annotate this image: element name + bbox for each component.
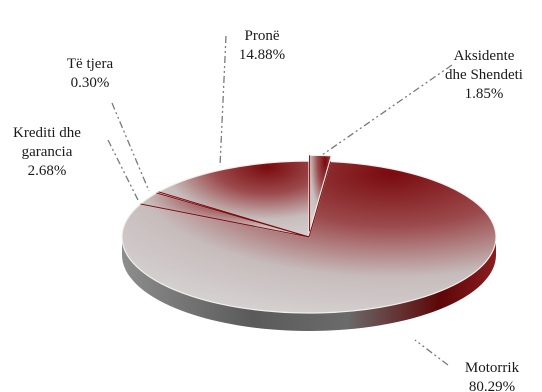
leader-line-motorrik (414, 339, 449, 366)
name-label-krediti-dhe-garancia: garancia (22, 144, 73, 160)
pie-slice-prone (157, 160, 310, 238)
name-label-krediti-dhe-garancia: Krediti dhe (13, 125, 81, 141)
leader-line-te-tjera (111, 102, 150, 192)
leader-line-group (107, 35, 453, 366)
leader-line-prone (219, 35, 227, 167)
pie-slice-edge-motorrik (308, 161, 332, 238)
name-label-aksidente-dhe-shendeti: Aksidente (454, 48, 515, 64)
pie-slice-edge-prone (158, 191, 310, 238)
value-label-te-tjera: 0.30% (71, 75, 110, 91)
value-label-krediti-dhe-garancia: 2.68% (28, 163, 67, 179)
value-label-motorrik: 80.29% (469, 379, 515, 392)
data-label-krediti-dhe-garancia: Krediti dhe garancia 2.68% (13, 125, 81, 179)
name-label-aksidente-dhe-shendeti: dhe Shendeti (445, 67, 523, 83)
name-label-prone: Pronë (245, 28, 280, 44)
pie-side-motorrik (122, 237, 496, 331)
pie-side-group (122, 237, 496, 331)
pie-slice-group (121, 154, 497, 314)
pie-slice-edge-krediti-dhe-garancia (140, 203, 310, 238)
leader-line-krediti-dhe-garancia (107, 139, 139, 201)
label-group: Aksidente dhe Shendeti 1.85% Motorrik 80.29%… (13, 28, 523, 392)
value-label-prone: 14.88% (239, 47, 285, 63)
data-label-aksidente-dhe-shendeti: Aksidente dhe Shendeti 1.85% (445, 48, 523, 102)
data-label-te-tjera: Të tjera 0.30% (67, 56, 114, 91)
name-label-te-tjera: Të tjera (67, 56, 114, 72)
leader-line-aksidente-dhe-shendeti (321, 64, 453, 156)
name-label-motorrik: Motorrik (465, 360, 520, 376)
data-label-motorrik: Motorrik 80.29% (465, 360, 520, 392)
data-label-prone: Pronë 14.88% (239, 28, 285, 63)
value-label-aksidente-dhe-shendeti: 1.85% (465, 86, 504, 102)
